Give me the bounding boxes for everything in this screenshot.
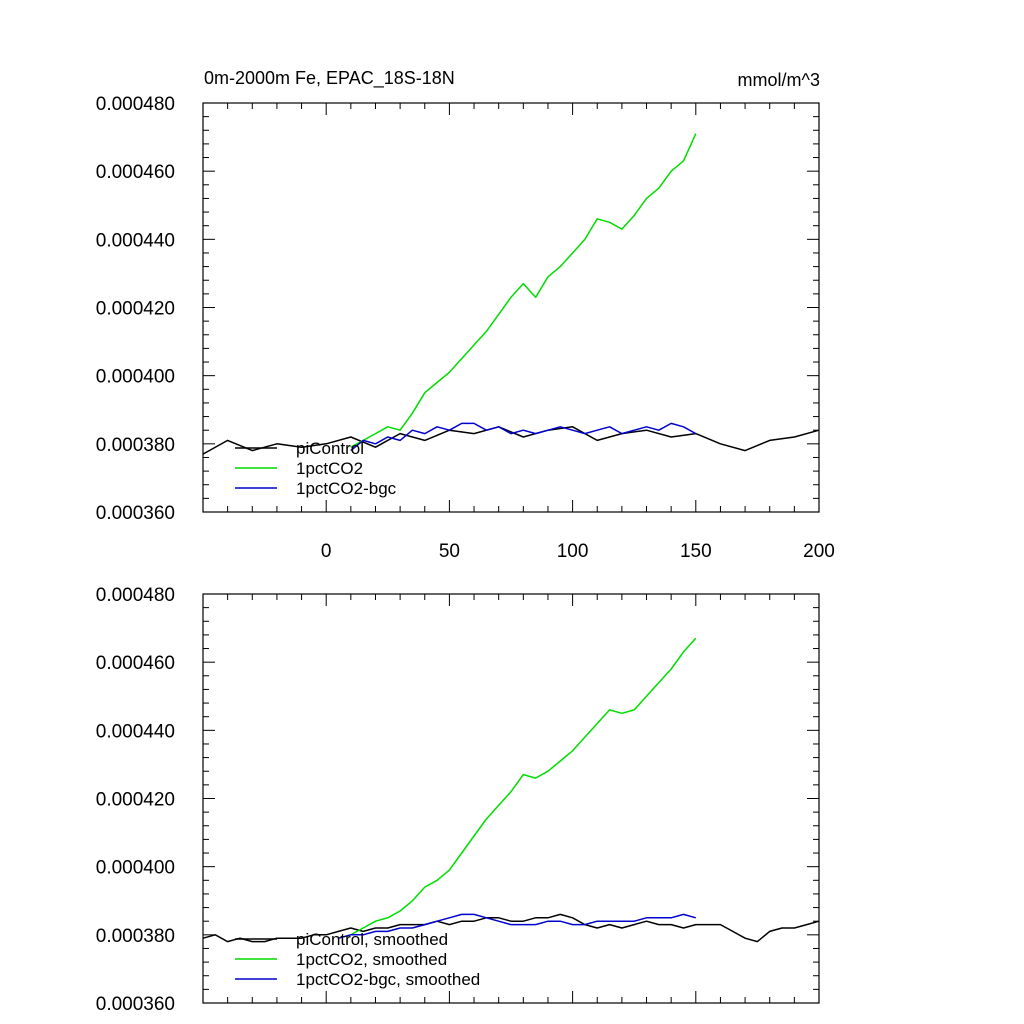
series-line-0: [202, 913, 820, 943]
chart-title: 0m-2000m Fe, EPAC_18S-18N: [204, 68, 455, 89]
legend-label: 1pctCO2-bgc, smoothed: [296, 970, 480, 989]
y-tick-label: 0.000380: [96, 435, 175, 456]
x-tick-label: 200: [803, 541, 835, 562]
series-line-2: [350, 422, 697, 452]
y-tick-label: 0.000400: [96, 367, 175, 388]
legend-label: 1pctCO2-bgc: [296, 479, 397, 498]
y-tick-label: 0.000380: [96, 926, 175, 947]
y-tick-label: 0.000480: [96, 585, 175, 606]
y-tick-label: 0.000420: [96, 790, 175, 811]
y-tick-label: 0.000440: [96, 721, 175, 742]
series-line-1: [350, 133, 697, 448]
series-line-0: [202, 426, 820, 455]
y-tick-label: 0.000460: [96, 162, 175, 183]
legend-label: piControl: [296, 439, 364, 458]
y-tick-label: 0.000420: [96, 299, 175, 320]
top-panel: 0.000360 0.000380 0.000400 0.000420 0.000440…: [96, 94, 835, 562]
bottom-panel: 0.000360 0.000380 0.000400 0.000420 0.000440…: [96, 585, 820, 1015]
y-tick-label: 0.000480: [96, 94, 175, 115]
y-tick-label: 0.000360: [96, 994, 175, 1015]
y-tick-label: 0.000440: [96, 230, 175, 251]
y-tick-label: 0.000400: [96, 858, 175, 879]
series-line-1: [338, 637, 697, 939]
legend-label: 1pctCO2, smoothed: [296, 950, 447, 969]
y-tick-label: 0.000360: [96, 503, 175, 524]
x-tick-label: 100: [557, 541, 589, 562]
units-label: mmol/m^3: [738, 70, 820, 90]
x-tick-label: 150: [680, 541, 712, 562]
x-tick-label: 0: [321, 541, 332, 562]
legend-label: piControl, smoothed: [296, 930, 448, 949]
y-tick-label: 0.000460: [96, 653, 175, 674]
series-line-2: [338, 913, 696, 939]
x-tick-label: 50: [439, 541, 460, 562]
legend-label: 1pctCO2: [296, 459, 363, 478]
